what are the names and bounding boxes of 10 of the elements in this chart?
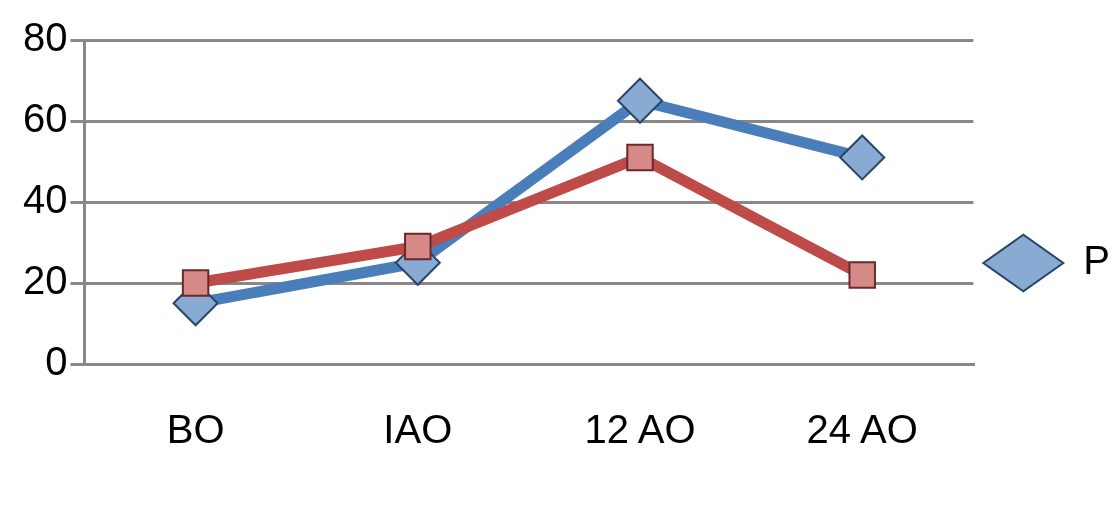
y-tick-label: 40 bbox=[22, 177, 68, 222]
x-tick-label: 24 AO bbox=[806, 407, 918, 452]
y-tick-label: 60 bbox=[22, 96, 68, 141]
x-tick-label: IAO bbox=[383, 407, 453, 452]
y-tick-label: 80 bbox=[22, 15, 68, 60]
y-tick-label: 20 bbox=[22, 258, 68, 303]
x-tick-label: 12 AO bbox=[584, 407, 696, 452]
legend-label: P bbox=[1083, 238, 1111, 283]
y-tick-label: 0 bbox=[45, 339, 68, 384]
x-tick-label: BO bbox=[166, 407, 225, 452]
